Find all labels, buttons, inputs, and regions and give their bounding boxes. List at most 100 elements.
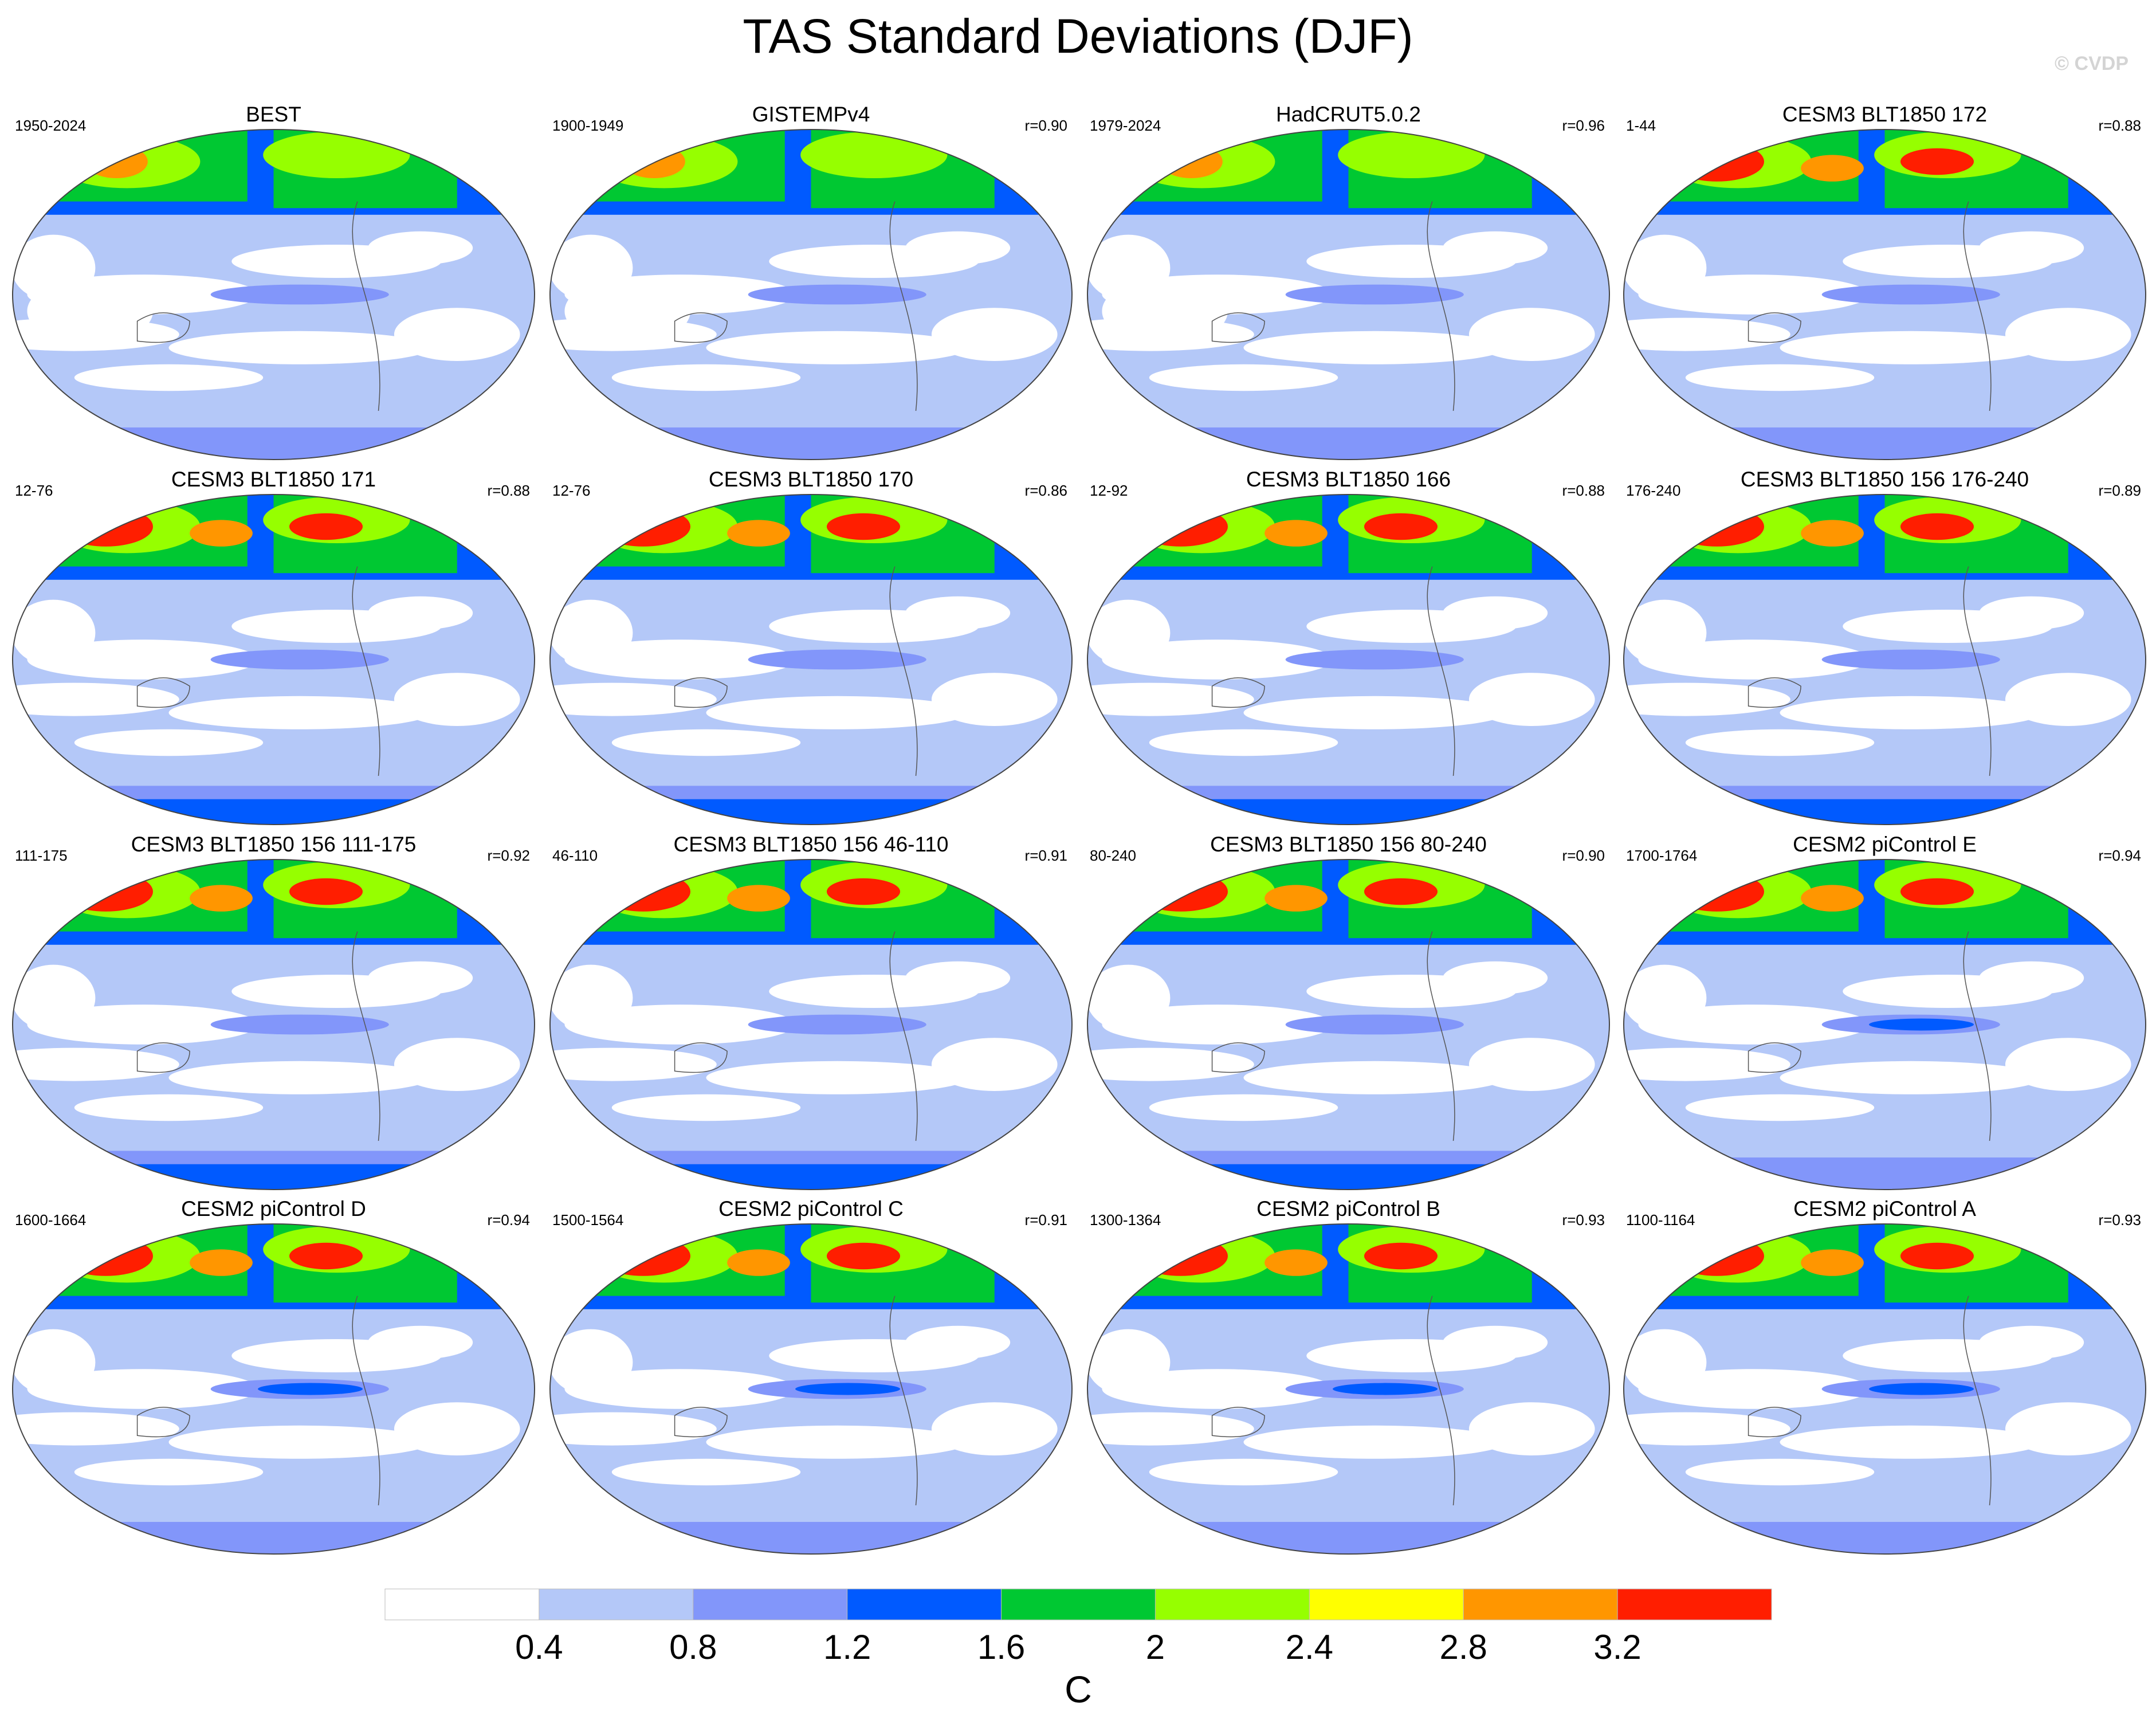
- contour-fill: [74, 729, 264, 756]
- contour-fill: [1364, 1242, 1438, 1270]
- map: [12, 1223, 535, 1555]
- contour-fill: [1468, 1038, 1595, 1091]
- contour-fill: [2005, 1402, 2131, 1455]
- contour-fill: [1516, 503, 1558, 537]
- map-panel: HadCRUT5.0.2 1979-2024 r=0.96: [1081, 102, 1616, 463]
- coastline: [889, 201, 918, 411]
- contour-fill: [1979, 961, 2084, 995]
- contour-fill: [1364, 513, 1438, 540]
- contour-fill: [1624, 799, 2146, 825]
- colorbar-tick-label: 0.4: [515, 1628, 563, 1666]
- contour-fill: [1087, 1164, 1609, 1190]
- contour-fill: [1801, 520, 1864, 547]
- contour-fill: [1685, 1094, 1875, 1121]
- contour-fill: [1468, 1402, 1595, 1455]
- contour-fill: [1869, 1018, 1974, 1031]
- panel-title: CESM3 BLT1850 156 46-110: [673, 833, 949, 856]
- contour-fill: [1149, 364, 1338, 391]
- map-border: [1623, 494, 2146, 825]
- map-border: [1087, 859, 1610, 1190]
- panel-title: GISTEMPv4: [752, 103, 870, 126]
- coastline: [674, 312, 728, 343]
- contour-fill: [441, 868, 484, 902]
- panel-pattern-correlation: r=0.94: [2098, 847, 2141, 864]
- contour-fill: [706, 331, 968, 364]
- map: [12, 859, 535, 1190]
- coastline: [352, 566, 380, 776]
- coastline: [136, 677, 190, 708]
- contour-fill: [1624, 1329, 1707, 1396]
- map-border: [1087, 1223, 1610, 1555]
- map: [12, 494, 535, 825]
- contour-fill: [596, 1236, 691, 1276]
- coastline: [1963, 566, 1992, 776]
- coastline: [889, 566, 918, 776]
- contour-fill: [1285, 649, 1464, 670]
- panel-period: 1600-1664: [15, 1211, 87, 1229]
- contour-fill: [1160, 145, 1223, 178]
- coastline: [889, 931, 918, 1141]
- contour-fill: [1624, 964, 1707, 1031]
- contour-fill: [13, 1522, 535, 1554]
- contour-fill: [13, 1151, 535, 1164]
- panel-pattern-correlation: r=0.91: [1024, 1211, 1067, 1229]
- map-panel: CESM3 BLT1850 172 1-44 r=0.88: [1617, 102, 2153, 463]
- panel-period: 1900-1949: [552, 117, 624, 134]
- contour-fill: [258, 1383, 363, 1395]
- map: [1087, 1223, 1610, 1555]
- contour-fill: [611, 364, 801, 391]
- map-field: [13, 860, 535, 1190]
- map-border: [12, 1223, 535, 1555]
- coastline: [1747, 677, 1801, 708]
- contour-fill: [210, 1014, 389, 1035]
- map-panel: CESM3 BLT1850 156 176-240 176-240 r=0.89: [1617, 467, 2153, 828]
- panel-pattern-correlation: r=0.91: [1024, 847, 1067, 864]
- map-field: [1087, 129, 1609, 460]
- contour-fill: [168, 1061, 431, 1094]
- map: [1087, 494, 1610, 825]
- contour-fill: [1102, 278, 1228, 344]
- coastline: [674, 677, 728, 708]
- contour-fill: [27, 278, 154, 344]
- contour-fill: [168, 1425, 431, 1459]
- coastline: [352, 1296, 380, 1506]
- contour-fill: [368, 231, 473, 265]
- contour-fill: [1670, 1236, 1765, 1276]
- contour-fill: [905, 231, 1011, 265]
- contour-fill: [1243, 1061, 1506, 1094]
- contour-fill: [622, 145, 685, 178]
- contour-fill: [1979, 1325, 2084, 1359]
- panel-period: 1300-1364: [1090, 1211, 1161, 1229]
- coastline: [136, 312, 190, 343]
- contour-fill: [826, 878, 901, 905]
- contour-fill: [1149, 1458, 1338, 1486]
- contour-fill: [2052, 1233, 2095, 1266]
- contour-fill: [979, 503, 1021, 537]
- map-panel: CESM2 piControl B 1300-1364 r=0.93: [1081, 1196, 1616, 1557]
- contour-fill: [1685, 729, 1875, 756]
- panel-title: CESM3 BLT1850 156 176-240: [1740, 468, 2029, 491]
- contour-fill: [58, 507, 154, 547]
- panel-pattern-correlation: r=0.93: [2098, 1211, 2141, 1229]
- coastline: [889, 1296, 918, 1506]
- contour-fill: [1900, 513, 1974, 540]
- map-border: [549, 129, 1073, 460]
- coastline: [1963, 931, 1992, 1141]
- map: [549, 859, 1073, 1190]
- contour-fill: [727, 1249, 790, 1276]
- contour-fill: [1443, 596, 1548, 630]
- contour-fill: [1333, 1383, 1438, 1395]
- panel-period: 12-76: [15, 482, 53, 499]
- contour-fill: [905, 961, 1011, 995]
- panel-period: 46-110: [552, 847, 598, 864]
- map: [1087, 129, 1610, 460]
- panel-pattern-correlation: r=0.90: [1024, 117, 1067, 134]
- contour-fill: [800, 131, 948, 178]
- contour-fill: [368, 961, 473, 995]
- colorbar-tick-label: 1.6: [977, 1628, 1025, 1666]
- contour-fill: [1670, 142, 1765, 182]
- contour-fill: [550, 1329, 633, 1396]
- map-panel: CESM3 BLT1850 171 12-76 r=0.88: [6, 467, 541, 828]
- map: [549, 494, 1073, 825]
